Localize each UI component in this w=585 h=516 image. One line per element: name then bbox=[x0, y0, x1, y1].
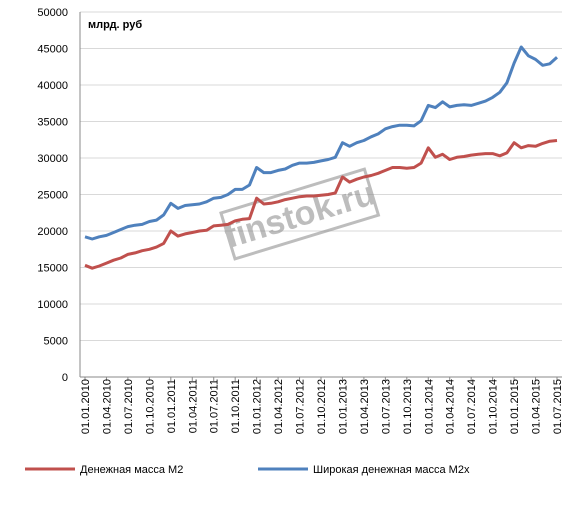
y-tick-label: 10000 bbox=[37, 299, 68, 311]
x-tick-label: 01.07.2014 bbox=[466, 379, 478, 434]
x-tick-label: 01.07.2012 bbox=[295, 379, 307, 434]
x-tick-label: 01.01.2015 bbox=[509, 379, 521, 434]
x-tick-label: 01.10.2012 bbox=[316, 379, 328, 434]
legend-label: Широкая денежная масса М2х bbox=[313, 464, 470, 476]
x-tick-label: 01.01.2013 bbox=[337, 379, 349, 434]
series-line bbox=[84, 45, 559, 241]
x-tick-label: 01.04.2011 bbox=[187, 379, 199, 433]
watermark-box bbox=[219, 167, 381, 261]
x-tick-label: 01.04.2014 bbox=[445, 379, 457, 434]
series-line bbox=[84, 139, 558, 270]
x-tick-label: 01.01.2011 bbox=[166, 379, 178, 433]
x-tick-label: 01.01.2012 bbox=[252, 379, 264, 434]
x-tick-label: 01.07.2010 bbox=[123, 379, 135, 434]
x-tick-label: 01.01.2010 bbox=[80, 379, 92, 434]
x-tick-label: 01.04.2012 bbox=[273, 379, 285, 434]
x-tick-label: 01.10.2014 bbox=[488, 379, 500, 434]
x-tick-label: 01.10.2011 bbox=[230, 379, 242, 433]
y-tick-label: 5000 bbox=[44, 336, 68, 348]
x-tick-label: 01.04.2015 bbox=[531, 379, 543, 434]
y-tick-label: 50000 bbox=[37, 7, 68, 19]
x-tick-label: 01.04.2013 bbox=[359, 379, 371, 434]
x-tick-label: 01.07.2013 bbox=[380, 379, 392, 434]
x-tick-label: 01.07.2011 bbox=[209, 379, 221, 433]
y-tick-label: 15000 bbox=[37, 263, 68, 275]
x-tick-label: 01.01.2014 bbox=[423, 379, 435, 434]
y-tick-label: 35000 bbox=[37, 117, 68, 129]
legend-label: Денежная масса М2 bbox=[80, 464, 183, 476]
unit-annotation: млрд. руб bbox=[88, 19, 142, 31]
x-tick-label: 01.07.2015 bbox=[552, 379, 564, 434]
y-tick-label: 40000 bbox=[37, 80, 68, 92]
y-tick-label: 20000 bbox=[37, 226, 68, 238]
x-tick-label: 01.04.2010 bbox=[101, 379, 113, 434]
y-tick-label: 25000 bbox=[37, 190, 68, 202]
x-tick-label: 01.10.2010 bbox=[144, 379, 156, 434]
y-tick-label: 0 bbox=[62, 372, 68, 384]
y-tick-label: 30000 bbox=[37, 153, 68, 165]
y-tick-label: 45000 bbox=[37, 44, 68, 56]
x-tick-label: 01.10.2013 bbox=[402, 379, 414, 434]
watermark-text: finstok.ru bbox=[220, 174, 379, 256]
watermark: finstok.ru bbox=[219, 167, 381, 261]
